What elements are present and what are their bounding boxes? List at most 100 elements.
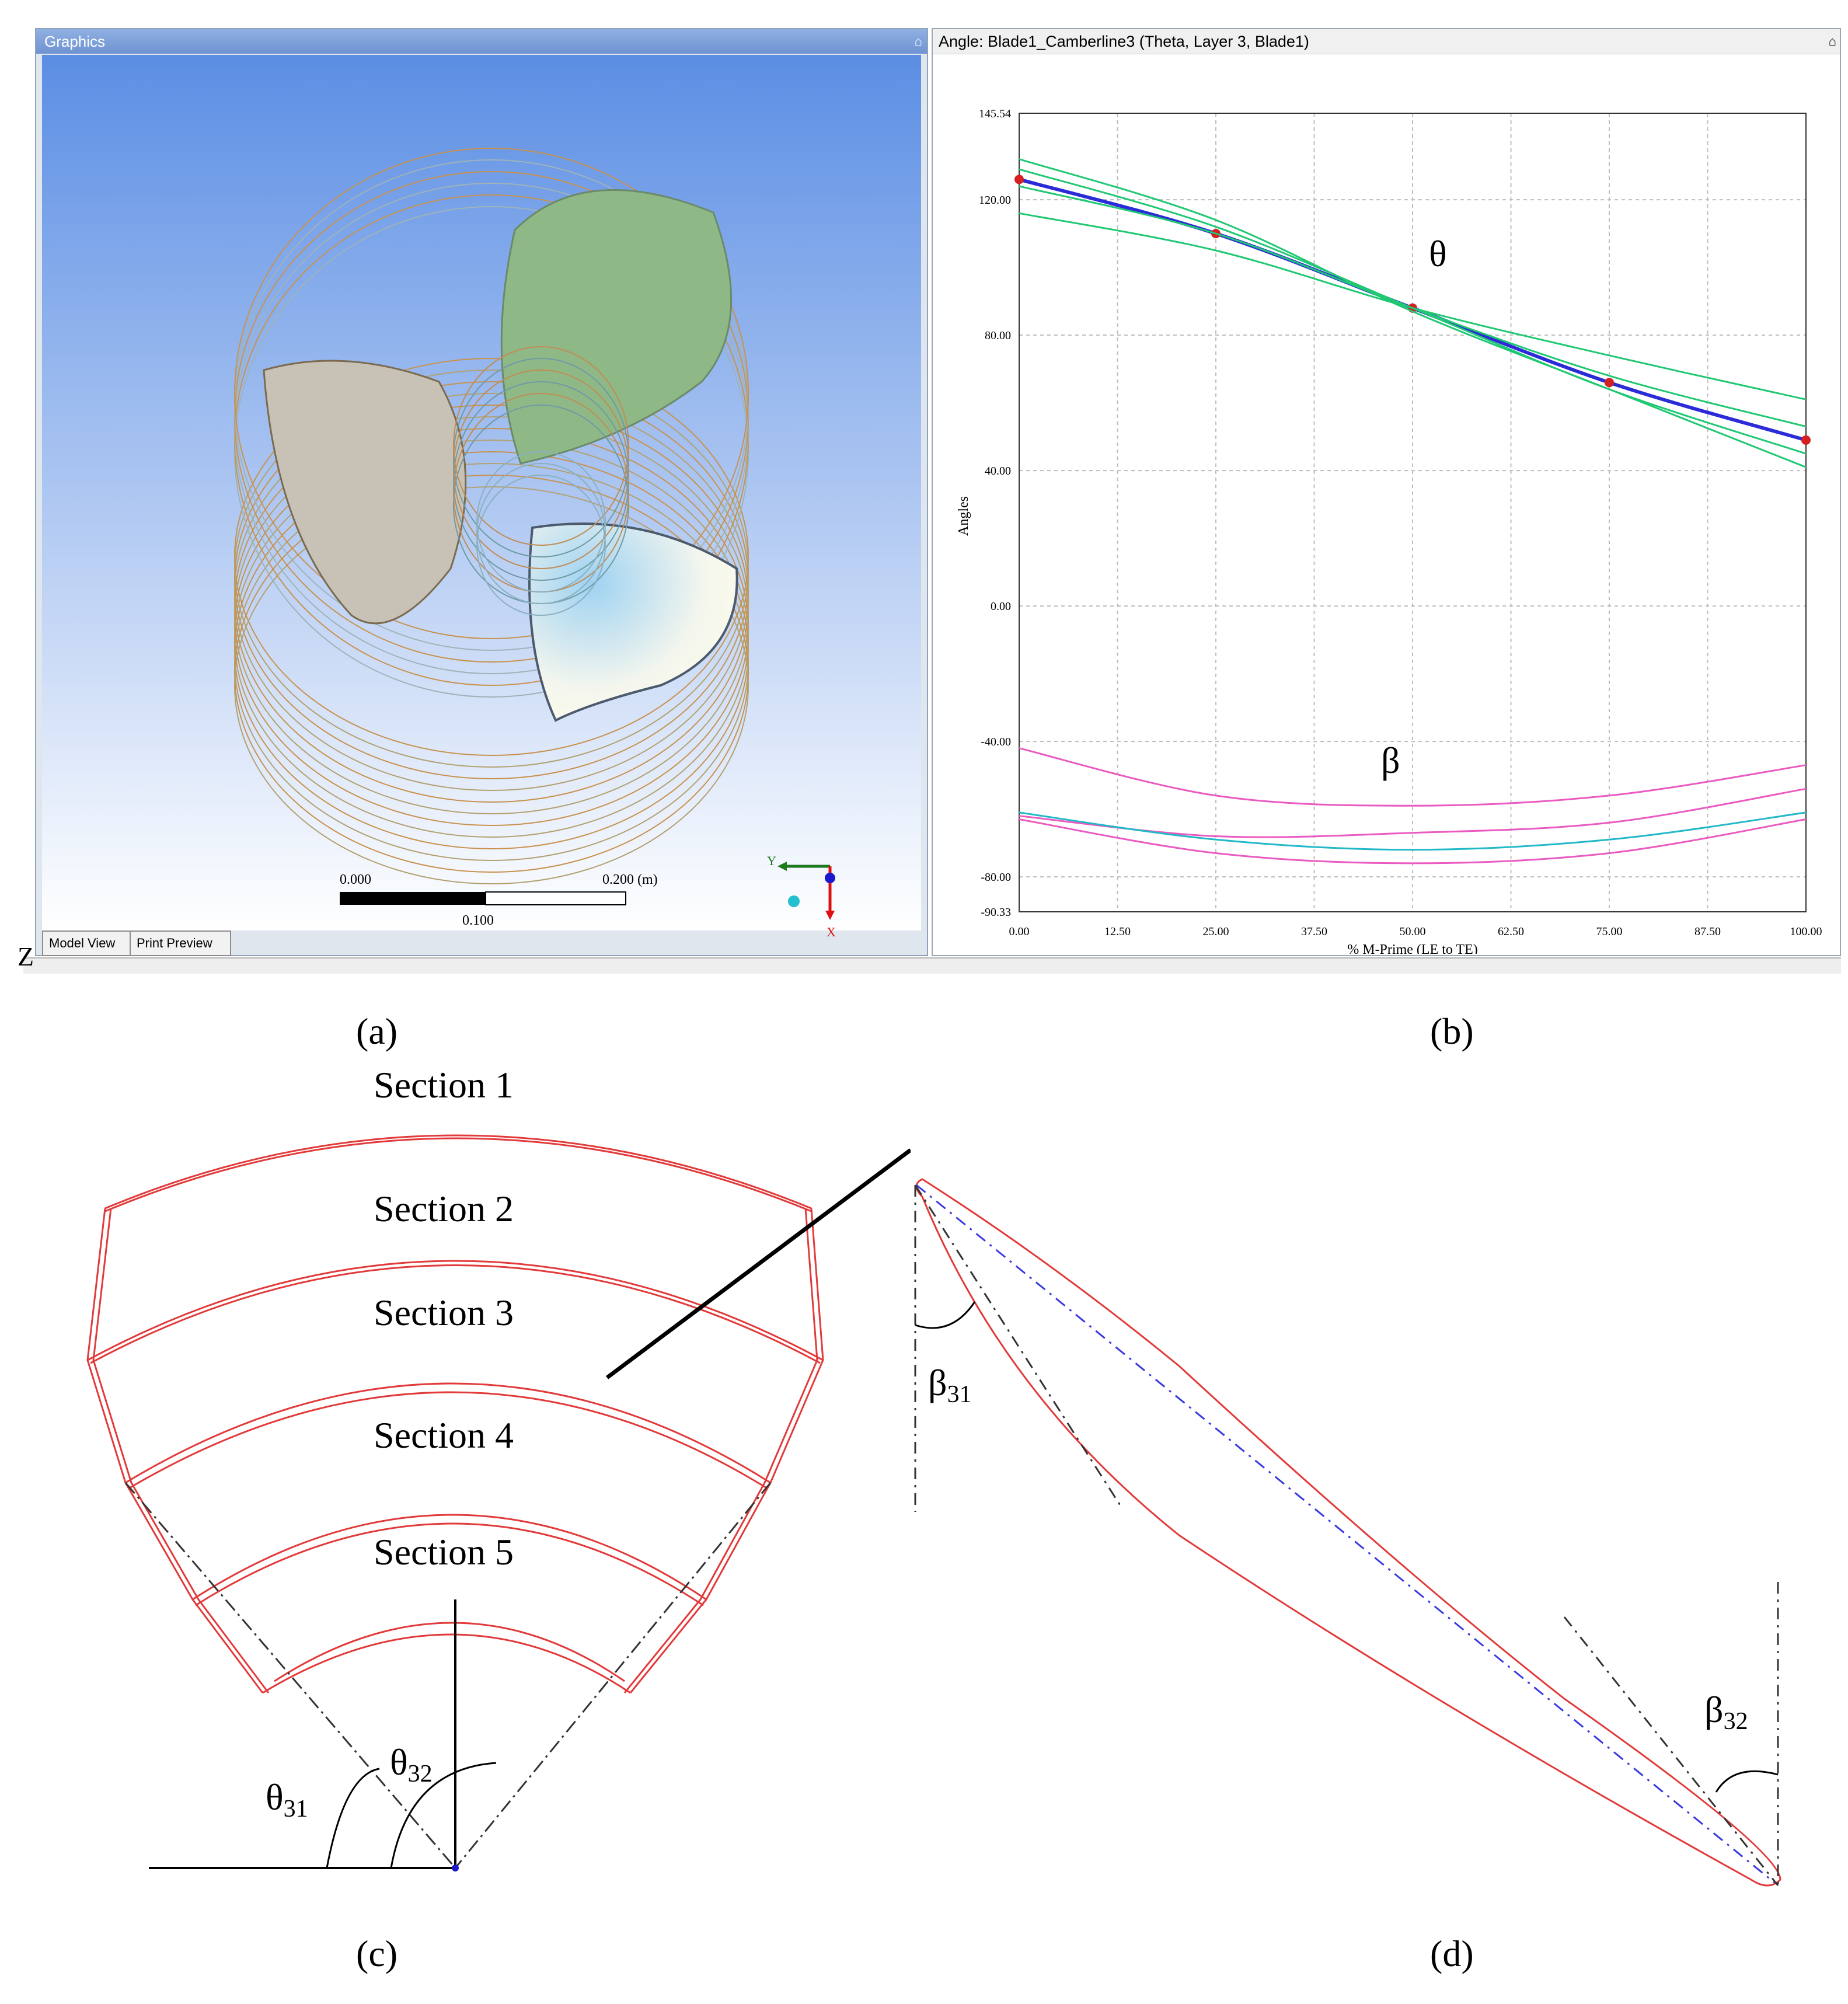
z-letter: Z <box>18 942 34 971</box>
section-4-label: Section 4 <box>374 1414 514 1456</box>
section-3-arc <box>125 1382 771 1484</box>
x-tick-label: 75.00 <box>1596 925 1623 938</box>
series-point[interactable] <box>1605 378 1614 388</box>
status-bar <box>23 957 1841 974</box>
camber-line <box>916 1184 1775 1884</box>
blade-profile-diagram: β31 β32 <box>914 1178 1781 1887</box>
blade-profile <box>915 1178 1781 1887</box>
angle-chart: 0.00 12.50 25.00 37.50 50.00 62.50 75.00 87.50 1… <box>956 107 1822 954</box>
chart-grid <box>1019 113 1807 912</box>
series-line-5 <box>1019 747 1807 807</box>
leading-tangent <box>914 1184 1122 1507</box>
label-d: (d) <box>1430 1933 1474 1974</box>
beta32-label: β32 <box>1704 1689 1748 1735</box>
y-tick-label: -40.00 <box>981 736 1011 748</box>
section-1-arc-inner <box>104 1137 812 1212</box>
y-tick-label: 120.00 <box>979 194 1011 207</box>
section-3-label: Section 3 <box>374 1292 514 1333</box>
pointer-arrow <box>605 1148 911 1379</box>
beta31-arc <box>915 1301 976 1329</box>
theta31-label: θ31 <box>266 1776 308 1822</box>
section-5-arc <box>262 1633 631 1694</box>
series-line-4 <box>1019 212 1807 400</box>
beta31-label: β31 <box>928 1362 972 1408</box>
x-tick-label: 12.50 <box>1104 925 1131 938</box>
label-a: (a) <box>356 1010 398 1052</box>
x-tick-label: 25.00 <box>1203 925 1229 938</box>
origin-point <box>452 1864 459 1871</box>
y-tick-label: 145.54 <box>979 107 1011 120</box>
chart-ticks: 0.00 12.50 25.00 37.50 50.00 62.50 75.00 87.50 1… <box>979 107 1822 938</box>
blade-blue <box>528 522 738 722</box>
right-edge-inner <box>623 1208 818 1693</box>
section-1-arc <box>104 1134 812 1210</box>
left-edge-inner <box>92 1208 270 1693</box>
x-tick-label: 100.00 <box>1790 925 1822 938</box>
graphics-title: Graphics <box>44 33 106 50</box>
series-line-7 <box>1019 811 1807 851</box>
label-c: (c) <box>356 1933 398 1974</box>
series-point[interactable] <box>1801 435 1811 445</box>
section-5-label: Section 5 <box>374 1531 514 1573</box>
section-2-label: Section 2 <box>374 1188 514 1229</box>
tab-model-view[interactable]: Model View <box>42 930 138 956</box>
series-line-1 <box>1019 158 1807 468</box>
axis-triad-icon[interactable]: Y X <box>766 855 848 942</box>
section-4-arc <box>192 1514 707 1601</box>
section-2-arc <box>87 1260 824 1361</box>
left-radial-line <box>124 1482 456 1869</box>
viewport-background <box>42 55 921 930</box>
theta31-arc <box>326 1768 380 1869</box>
section-5-arc-inner <box>274 1622 625 1682</box>
section-2-arc-inner <box>90 1264 821 1364</box>
3d-viewport[interactable]: 0.000 0.200 (m) 0.100 Y X <box>42 55 921 957</box>
blade-gray <box>263 360 467 625</box>
graphics-panel: Graphics ⌂ <box>35 28 928 956</box>
y-tick-label: 80.00 <box>985 329 1011 342</box>
x-tick-label: 62.50 <box>1498 925 1524 938</box>
pin-icon[interactable]: ⌂ <box>914 34 922 48</box>
graphics-titlebar: Graphics ⌂ <box>36 29 927 54</box>
section-1-label: Section 1 <box>374 1064 514 1106</box>
axis-x-label: X <box>827 925 836 939</box>
hub <box>453 346 629 616</box>
x-tick-label: 87.50 <box>1694 925 1721 938</box>
tab-print-preview[interactable]: Print Preview <box>130 930 231 956</box>
impeller-model: 0.000 0.200 (m) 0.100 <box>42 55 921 930</box>
series-line-8 <box>1019 818 1807 865</box>
theta32-label: θ32 <box>390 1741 433 1787</box>
scale-bar: 0.000 0.200 (m) 0.100 <box>340 872 658 928</box>
axis-y-label: Y <box>767 855 776 868</box>
angle-titlebar: Angle: Blade1_Camberline3 (Theta, Layer … <box>933 29 1840 54</box>
plot-frame <box>1019 113 1807 912</box>
scale-right-label: 0.200 (m) <box>602 872 658 887</box>
x-tick-label: 37.50 <box>1301 925 1327 938</box>
scale-left-label: 0.000 <box>340 872 371 887</box>
y-tick-label: -90.33 <box>981 906 1011 919</box>
beta-annotation: β <box>1381 740 1400 781</box>
angle-title: Angle: Blade1_Camberline3 (Theta, Layer … <box>939 33 1309 50</box>
theta32-arc <box>390 1762 497 1869</box>
trailing-tangent <box>1563 1616 1779 1886</box>
chart-series <box>1014 158 1811 865</box>
y-tick-label: 0.00 <box>991 600 1011 613</box>
x-axis-label: % M-Prime (LE to TE) <box>1347 942 1478 954</box>
section-3-arc-inner <box>128 1391 768 1490</box>
section-4-arc-inner <box>195 1522 704 1606</box>
label-b: (b) <box>1430 1010 1474 1052</box>
x-tick-label: 50.00 <box>1400 925 1426 938</box>
y-tick-label: -80.00 <box>981 871 1011 884</box>
beta32-arc <box>1715 1770 1779 1793</box>
x-tick-label: 0.00 <box>1009 925 1030 938</box>
left-edge <box>86 1208 264 1693</box>
theta-annotation: θ <box>1429 233 1447 274</box>
right-edge <box>629 1208 824 1693</box>
outer-shroud <box>234 148 749 884</box>
pin-icon[interactable]: ⌂ <box>1828 34 1836 48</box>
y-axis-label: Angles <box>956 496 971 536</box>
right-radial-line <box>454 1482 772 1869</box>
y-tick-label: 40.00 <box>985 465 1011 478</box>
scale-middle-label: 0.100 <box>462 913 494 928</box>
series-point[interactable] <box>1014 175 1024 184</box>
angle-panel: Angle: Blade1_Camberline3 (Theta, Layer … <box>932 28 1841 956</box>
